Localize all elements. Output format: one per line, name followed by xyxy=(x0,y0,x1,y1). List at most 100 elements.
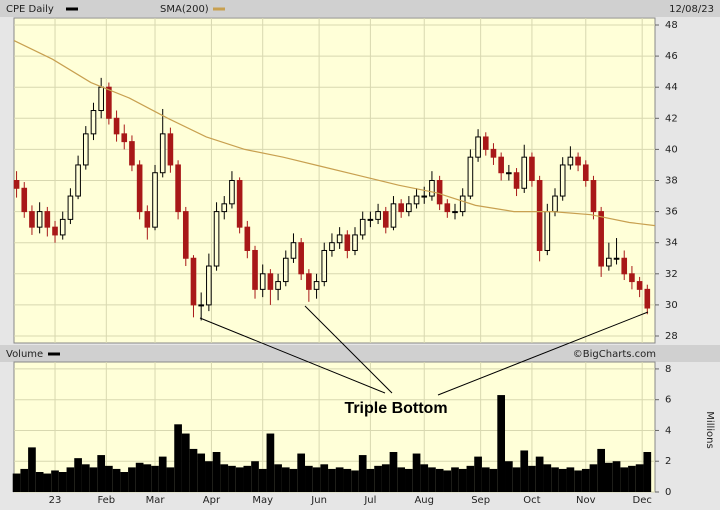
volume-bar xyxy=(535,456,544,492)
annotation-line xyxy=(437,311,649,396)
candle-body xyxy=(613,257,620,260)
volume-bar xyxy=(374,465,382,492)
candle-body xyxy=(252,249,258,290)
volume-bar xyxy=(474,456,482,492)
candle-body xyxy=(213,211,220,267)
chart-date: 12/08/23 xyxy=(669,4,714,15)
x-tick-label: Oct xyxy=(523,495,540,506)
volume-bar xyxy=(166,467,175,492)
y-tick-label: 40 xyxy=(665,144,678,155)
volume-bar xyxy=(281,467,290,492)
volume-bar xyxy=(289,468,298,492)
volume-bar xyxy=(405,468,413,492)
candle-body xyxy=(529,156,535,181)
grid: 23 Feb Mar Apr May Jun Jul Aug Sep Oct Nov Dec28303… xyxy=(14,18,678,506)
candle-body xyxy=(536,180,543,251)
candle-body xyxy=(606,257,612,267)
volume-bar xyxy=(258,468,267,492)
candle-body xyxy=(506,172,512,175)
candle-body xyxy=(106,86,112,119)
candle-body xyxy=(636,281,643,290)
candle-body xyxy=(159,133,166,174)
volume-bar xyxy=(28,447,36,492)
volume-bar xyxy=(628,465,636,492)
volume-bar xyxy=(366,468,375,492)
candle-body xyxy=(436,180,443,205)
candle-body xyxy=(198,304,204,307)
y-tick-label: 0 xyxy=(665,487,671,498)
volume-bar xyxy=(266,433,275,492)
candle-body xyxy=(582,164,589,182)
volume-bar xyxy=(189,448,198,492)
candle-body xyxy=(521,156,528,189)
volume-bar xyxy=(220,464,229,492)
volume-bar xyxy=(612,461,621,492)
volume-bar xyxy=(389,452,398,492)
candle-body xyxy=(82,133,89,166)
volume-bar xyxy=(481,467,490,492)
y-tick-label: 46 xyxy=(665,51,678,62)
y-tick-label: 4 xyxy=(665,425,671,436)
candle-body xyxy=(298,242,304,275)
legend-label: SMA(200) xyxy=(160,4,209,15)
volume-bar xyxy=(335,467,344,492)
volume-bar xyxy=(305,465,313,492)
candle-body xyxy=(236,180,243,228)
candle-body xyxy=(352,234,358,251)
volume-bar xyxy=(135,462,144,492)
volume-bar xyxy=(205,461,213,492)
candle-body xyxy=(129,141,135,166)
volume-bar xyxy=(143,464,152,492)
candle-body xyxy=(544,211,551,251)
candle-body xyxy=(59,218,66,236)
candle-body xyxy=(644,288,651,309)
candle-body xyxy=(498,156,504,174)
volume-bar xyxy=(566,467,575,492)
volume-bar xyxy=(20,468,29,492)
credit: ©BigCharts.com xyxy=(573,349,656,360)
volume-bar xyxy=(35,472,44,492)
volume-bar xyxy=(89,467,98,492)
volume-bar xyxy=(635,464,644,492)
annotation-line xyxy=(304,305,393,394)
volume-bar xyxy=(181,433,190,492)
volume-bar xyxy=(105,465,113,492)
volume-bar xyxy=(312,467,321,492)
volume-bar xyxy=(174,424,182,492)
candle-body xyxy=(459,195,466,213)
candle-body xyxy=(206,265,212,306)
candle-body xyxy=(398,203,404,213)
volume-bar xyxy=(151,465,159,492)
x-tick-label: Feb xyxy=(97,495,115,506)
volume-bar xyxy=(505,461,513,492)
candle-body xyxy=(513,172,520,189)
y-tick-label: 6 xyxy=(665,395,671,406)
candle-body xyxy=(629,273,635,283)
volume-bar xyxy=(120,472,129,492)
x-tick-label: Jul xyxy=(363,495,376,506)
volume-bar xyxy=(74,458,82,492)
y-tick-label: 30 xyxy=(665,300,678,311)
volume-header xyxy=(0,345,720,362)
candle-body xyxy=(444,203,451,213)
volume-bar xyxy=(581,468,590,492)
x-tick-label: Nov xyxy=(576,495,596,506)
candle-body xyxy=(144,211,151,228)
candle-body xyxy=(467,156,474,197)
x-tick-label: Apr xyxy=(203,495,221,506)
volume-bar xyxy=(620,467,629,492)
candle-body xyxy=(413,195,420,205)
x-tick-label: Aug xyxy=(414,495,434,506)
y-tick-label: 2 xyxy=(665,456,671,467)
volume-bar xyxy=(489,468,498,492)
candle-body xyxy=(229,180,235,205)
candle-body xyxy=(98,86,104,112)
candle-body xyxy=(598,211,604,267)
volume-bar xyxy=(551,467,559,492)
volume-bar xyxy=(43,473,52,492)
candle-body xyxy=(575,156,581,166)
volume-bar xyxy=(235,467,244,492)
candle-body xyxy=(259,273,266,290)
candle-body xyxy=(113,117,120,135)
volume-bar xyxy=(420,464,429,492)
